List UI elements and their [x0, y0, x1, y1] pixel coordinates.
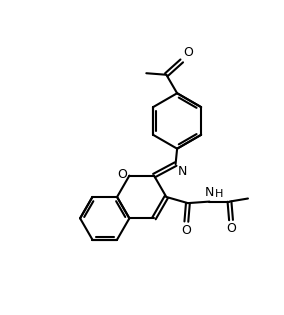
Text: O: O	[181, 224, 191, 237]
Text: O: O	[226, 222, 236, 235]
Text: O: O	[183, 46, 193, 59]
Text: O: O	[117, 168, 127, 181]
Text: N: N	[205, 186, 214, 198]
Text: H: H	[215, 188, 223, 198]
Text: N: N	[178, 165, 187, 178]
